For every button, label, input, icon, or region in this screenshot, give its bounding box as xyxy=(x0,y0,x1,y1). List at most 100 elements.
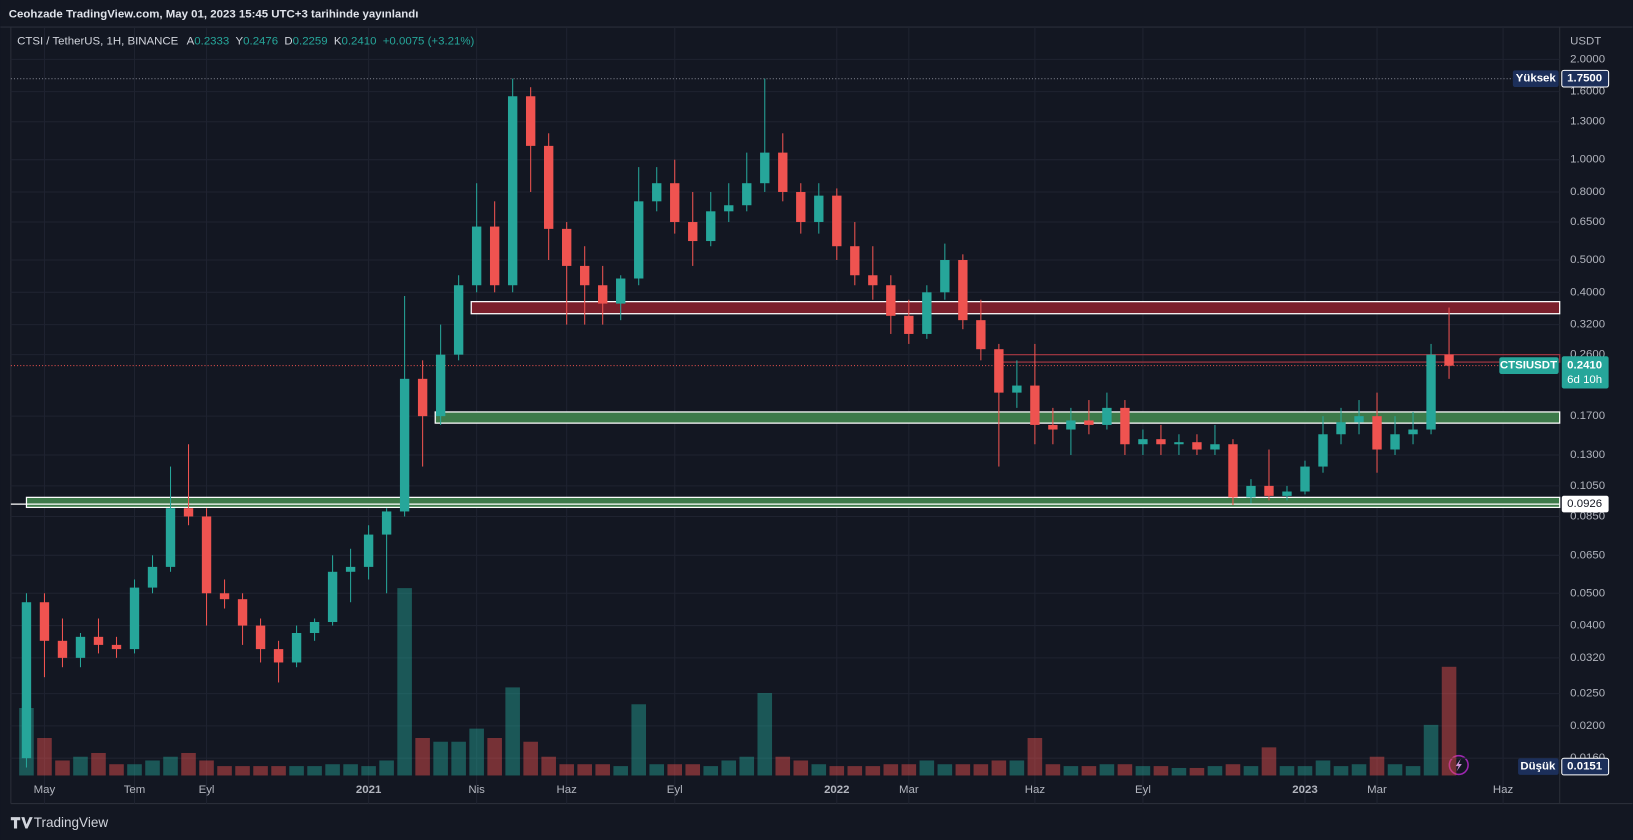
candle-body xyxy=(489,226,500,286)
volume-bar xyxy=(739,756,755,776)
legend: CTSI / TetherUS, 1H, BINANCE A0.2333 Y0.24… xyxy=(17,36,474,48)
volume-bar xyxy=(1099,764,1115,776)
volume-bar xyxy=(343,764,358,776)
price-tag: 0.2410 xyxy=(1567,360,1602,372)
candle-body xyxy=(327,571,338,622)
level-tag-box xyxy=(1561,495,1609,513)
candle-body xyxy=(93,636,104,645)
candle-body xyxy=(1210,444,1220,450)
candle-body xyxy=(1066,420,1076,430)
candle-body xyxy=(886,285,896,316)
alert-icon xyxy=(1448,754,1469,776)
low-value: 0.0151 xyxy=(1567,761,1603,773)
candle-body xyxy=(814,195,824,223)
candle-body xyxy=(598,285,608,304)
candle-body xyxy=(1354,416,1364,423)
candle-body xyxy=(1048,424,1058,430)
volume-bar xyxy=(1027,737,1043,776)
price-countdown: 6d 10h xyxy=(1567,374,1602,386)
volume-bar xyxy=(793,760,809,776)
low-tag-label: Düşük xyxy=(1520,761,1556,773)
volume-bar xyxy=(1405,766,1421,776)
volume-bar xyxy=(91,752,106,776)
candle-body xyxy=(1156,439,1166,445)
candle-body xyxy=(940,260,950,293)
candle-body xyxy=(399,378,410,512)
footer-logo xyxy=(10,817,33,829)
candle-body xyxy=(904,315,914,334)
volume-bar xyxy=(559,764,574,776)
volume-bar xyxy=(379,760,394,776)
y-tick-label: 0.1700 xyxy=(1570,410,1605,422)
legend-ohlc-label: K xyxy=(334,36,342,48)
volume-bar xyxy=(505,687,520,776)
volume-bar xyxy=(829,766,845,776)
volume-bar xyxy=(847,766,863,776)
candle-body xyxy=(976,320,986,350)
candle-body xyxy=(634,201,644,279)
candle-body xyxy=(1246,485,1256,498)
x-tick-label: Eyl xyxy=(667,784,683,796)
volume-bar xyxy=(433,741,448,776)
legend-ohlc-label: D xyxy=(284,36,292,48)
symbol-tag-box xyxy=(1499,357,1559,374)
volume-bar xyxy=(1333,766,1349,776)
volume-bar xyxy=(541,756,556,776)
x-tick-label: Haz xyxy=(1025,784,1046,796)
candle-body xyxy=(670,183,680,223)
candle-body xyxy=(291,632,302,663)
candle-body xyxy=(562,228,572,266)
y-tick-label: 0.5000 xyxy=(1570,254,1605,266)
candle-body xyxy=(129,587,140,650)
volume-bar xyxy=(1045,764,1061,776)
volume-bar xyxy=(1171,767,1187,776)
volume-bar xyxy=(1279,766,1295,776)
legend-change: +0.0075 (+3.21%) xyxy=(383,36,475,48)
candle-body xyxy=(958,260,968,321)
candle-body xyxy=(994,349,1004,393)
candle-body xyxy=(417,378,428,417)
candle-body xyxy=(1426,354,1436,430)
volume-bar xyxy=(1315,760,1331,776)
candle-body xyxy=(724,205,734,212)
x-tick-label: Mar xyxy=(1367,784,1387,796)
candle-body xyxy=(309,621,320,633)
x-tick-label: Haz xyxy=(1493,784,1514,796)
candle-body xyxy=(1012,385,1022,393)
volume-bar xyxy=(955,764,971,776)
x-tick-label: Mar xyxy=(899,784,919,796)
y-tick-label: 0.0250 xyxy=(1570,688,1605,700)
volume-bar xyxy=(55,760,70,776)
volume-bar xyxy=(775,756,791,776)
candle-body xyxy=(453,285,464,355)
candle-body xyxy=(201,516,212,594)
volume-bar xyxy=(757,693,773,776)
volume-bar xyxy=(1207,766,1223,776)
volume-bar xyxy=(1423,724,1439,776)
candle-body xyxy=(1300,466,1310,492)
candle-body xyxy=(471,226,482,286)
y-tick-label: 1.0000 xyxy=(1570,154,1605,166)
x-tick-label: Eyl xyxy=(1135,784,1151,796)
x-tick-label: Haz xyxy=(557,784,578,796)
candle-body xyxy=(832,195,842,247)
volume-bar xyxy=(1387,764,1403,776)
volume-bar xyxy=(1441,666,1457,776)
legend-ohlc-value: 0.2259 xyxy=(293,36,328,48)
candle-body xyxy=(165,508,176,567)
level-tag: 0.0926 xyxy=(1567,498,1602,510)
high-value: 1.7500 xyxy=(1567,73,1602,85)
candle-body xyxy=(1372,416,1382,450)
candle-body xyxy=(580,265,590,286)
volume-bar xyxy=(1009,760,1025,776)
volume-bar xyxy=(127,764,142,776)
candle-body xyxy=(255,625,266,650)
volume-bar xyxy=(163,756,178,776)
x-tick-label: Nis xyxy=(468,784,485,796)
legend-ohlc-value: 0.2410 xyxy=(342,36,377,48)
volume-bar xyxy=(811,764,827,776)
candle-body xyxy=(1102,407,1112,425)
candle-body xyxy=(1318,434,1328,467)
published-note: Ceohzade TradingView.com, May 01, 2023 1… xyxy=(9,9,419,21)
volume-bar xyxy=(487,737,502,776)
